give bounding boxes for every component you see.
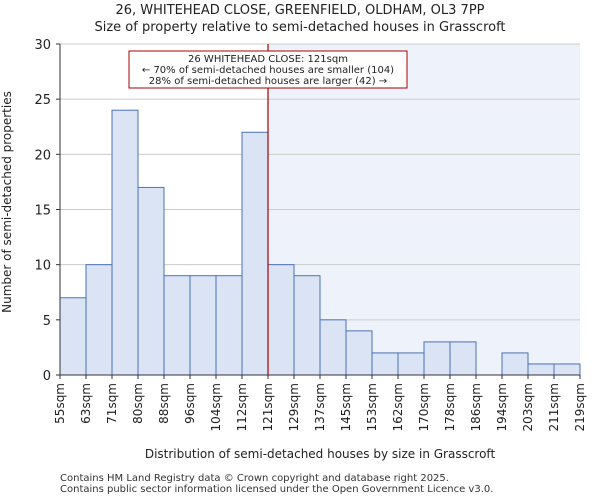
x-tick-label: 96sqm	[183, 383, 197, 424]
x-tick-label: 104sqm	[209, 383, 223, 431]
x-tick-label: 194sqm	[495, 383, 509, 431]
y-tick-label: 10	[34, 259, 51, 274]
y-axis-label: Number of semi-detached properties	[0, 91, 14, 313]
x-tick-label: 112sqm	[235, 383, 249, 431]
histogram-bar	[319, 319, 347, 376]
histogram-bar	[501, 352, 529, 376]
histogram-bar	[371, 352, 399, 376]
x-axis-label: Distribution of semi-detached houses by …	[145, 447, 496, 461]
x-tick-label: 153sqm	[365, 383, 379, 431]
x-tick-label: 55sqm	[53, 383, 67, 424]
histogram-bar	[215, 275, 243, 376]
x-tick-label: 137sqm	[313, 383, 327, 431]
x-tick-label: 80sqm	[131, 383, 145, 424]
annotation-line-1: 26 WHITEHEAD CLOSE: 121sqm	[188, 54, 348, 65]
chart-title: 26, WHITEHEAD CLOSE, GREENFIELD, OLDHAM,…	[115, 3, 485, 18]
histogram-bar	[527, 363, 555, 376]
x-tick-label: 71sqm	[105, 383, 119, 424]
y-tick-label: 20	[34, 148, 51, 163]
x-tick-label: 88sqm	[157, 383, 171, 424]
histogram-bar	[267, 264, 295, 376]
histogram-bar	[553, 363, 581, 376]
histogram-bar	[111, 109, 139, 376]
footer-copyright: Contains HM Land Registry data © Crown c…	[60, 473, 449, 484]
y-tick-label: 30	[34, 38, 51, 53]
histogram-bar	[423, 341, 451, 376]
footer-licence: Contains public sector information licen…	[60, 484, 494, 495]
histogram-bar	[241, 131, 269, 376]
x-tick-label: 211sqm	[547, 383, 561, 431]
y-tick-label: 15	[34, 204, 51, 219]
histogram-chart: 0 5 10 15 20 25 30 55sqm 63sqm 71sqm 80sqm 88sqm 96…	[0, 38, 587, 461]
x-tick-label: 186sqm	[469, 383, 483, 431]
annotation-box: 26 WHITEHEAD CLOSE: 121sqm ← 70% of semi…	[128, 50, 408, 89]
histogram-bar	[449, 341, 477, 376]
histogram-bar	[85, 264, 113, 376]
annotation-line-3: 28% of semi-detached houses are larger (…	[149, 76, 387, 87]
histogram-bar	[397, 352, 425, 376]
y-tick-label: 25	[34, 93, 51, 108]
histogram-bar	[293, 275, 321, 376]
y-tick-label: 5	[43, 314, 51, 329]
histogram-bar	[345, 330, 373, 376]
x-tick-label: 170sqm	[417, 383, 431, 431]
x-tick-label: 145sqm	[339, 383, 353, 431]
x-tick-label: 129sqm	[287, 383, 301, 431]
histogram-bar	[59, 297, 87, 376]
chart-subtitle: Size of property relative to semi-detach…	[94, 20, 506, 35]
x-tick-label: 219sqm	[573, 383, 587, 431]
x-tick-label: 63sqm	[79, 383, 93, 424]
histogram-bar	[189, 275, 217, 376]
histogram-bar	[163, 275, 191, 376]
x-tick-label: 162sqm	[391, 383, 405, 431]
x-tick-label: 121sqm	[261, 383, 275, 431]
y-tick-label: 0	[43, 369, 51, 384]
annotation-line-2: ← 70% of semi-detached houses are smalle…	[142, 65, 394, 76]
x-tick-label: 178sqm	[443, 383, 457, 431]
histogram-bar	[137, 186, 165, 376]
x-tick-label: 203sqm	[521, 383, 535, 431]
